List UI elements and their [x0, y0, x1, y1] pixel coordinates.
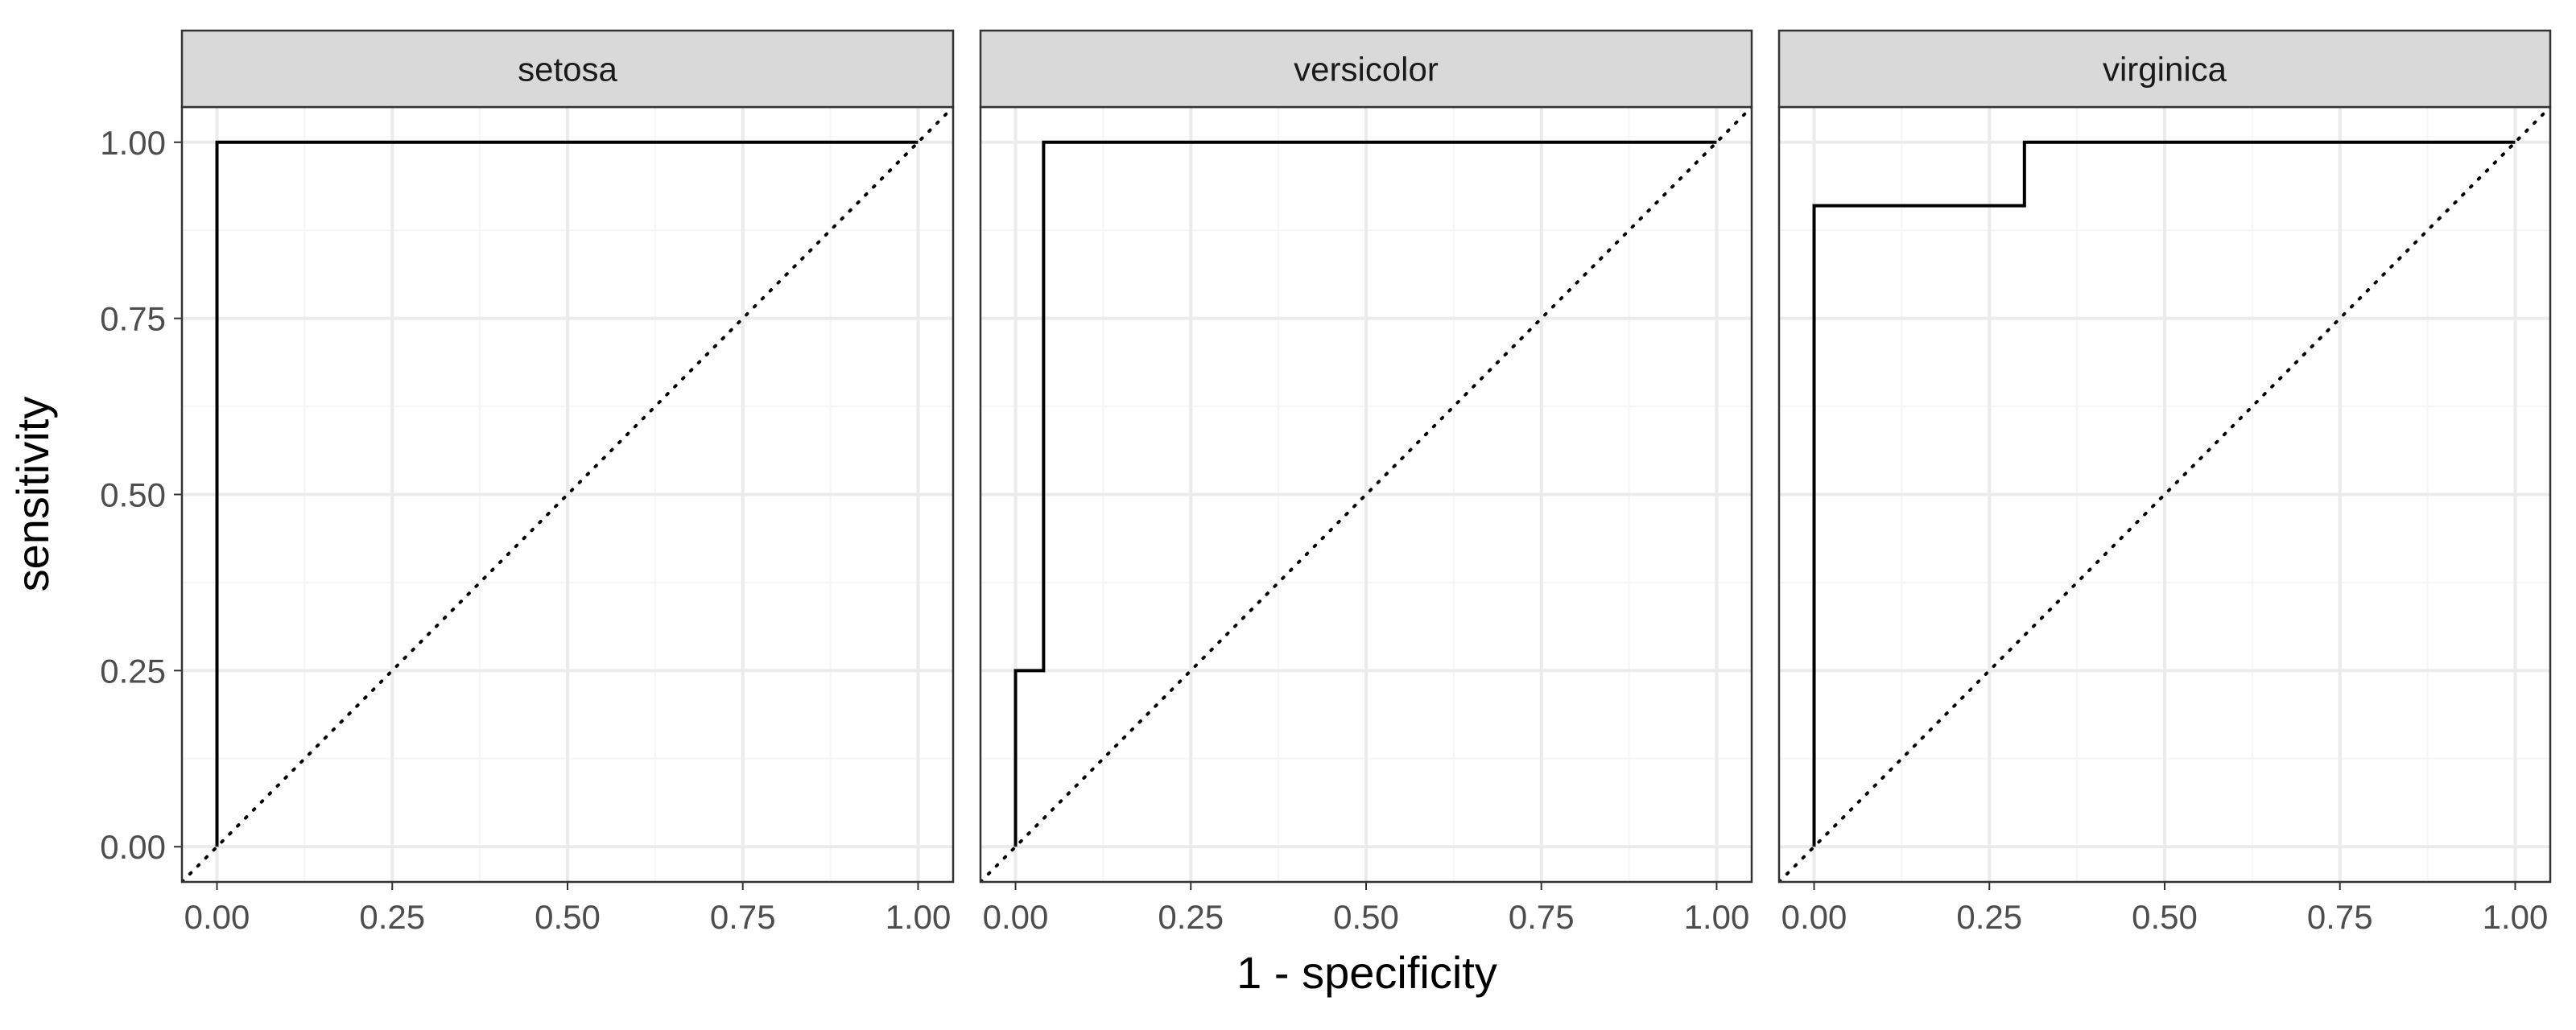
x-tick-label: 0.25 — [1158, 898, 1224, 936]
x-tick-label: 0.00 — [184, 898, 250, 936]
x-tick-label: 0.00 — [1781, 898, 1847, 936]
y-axis-title: sensitivity — [7, 397, 58, 592]
reference-diagonal-line — [980, 107, 1752, 882]
facet-panels: 0.00 0.25 0.50 0.75 1.00 0.00 0.25 0.50 0.75 1.00… — [100, 29, 2552, 936]
y-tick-label: 0.00 — [100, 828, 166, 866]
reference-diagonal-line — [1779, 107, 2550, 882]
strip-background — [1777, 29, 2552, 109]
x-tick-label: 0.25 — [1956, 898, 2022, 936]
strip-label-versicolor: versicolor — [1294, 51, 1439, 89]
facet-panel-virginica: 0.00 0.25 0.50 0.75 1.00 virginica — [1777, 29, 2552, 936]
strip-background — [180, 29, 955, 109]
strip-background — [979, 29, 1753, 109]
facet-panel-setosa: 0.00 0.25 0.50 0.75 1.00 0.00 0.25 0.50 0.75 1.00… — [100, 29, 955, 936]
x-tick-label: 0.75 — [1509, 898, 1575, 936]
facet-panel-versicolor: 0.00 0.25 0.50 0.75 1.00 versicolor — [979, 29, 1753, 936]
x-tick-label: 0.00 — [983, 898, 1049, 936]
roc-curve-virginica — [1812, 140, 2516, 847]
x-tick-label: 1.00 — [886, 898, 952, 936]
x-tick-label: 0.75 — [710, 898, 776, 936]
x-tick-label: 0.50 — [1333, 898, 1399, 936]
x-tick-label: 0.25 — [359, 898, 425, 936]
strip-label-setosa: setosa — [518, 51, 617, 89]
roc-curve-versicolor — [1013, 140, 1717, 847]
x-axis-title: 1 - specificity — [1236, 947, 1497, 998]
x-tick-label: 0.75 — [2307, 898, 2373, 936]
y-tick-label: 0.75 — [100, 300, 166, 338]
x-tick-label: 0.50 — [535, 898, 601, 936]
x-tick-label: 1.00 — [1684, 898, 1750, 936]
roc-curve-setosa — [215, 140, 919, 847]
strip-label-virginica: virginica — [2103, 51, 2227, 89]
reference-diagonal-line — [182, 107, 953, 882]
x-tick-label: 1.00 — [2483, 898, 2549, 936]
y-tick-label: 0.50 — [100, 476, 166, 514]
x-tick-label: 0.50 — [2132, 898, 2198, 936]
y-tick-label: 0.25 — [100, 652, 166, 690]
y-tick-label: 1.00 — [100, 124, 166, 162]
